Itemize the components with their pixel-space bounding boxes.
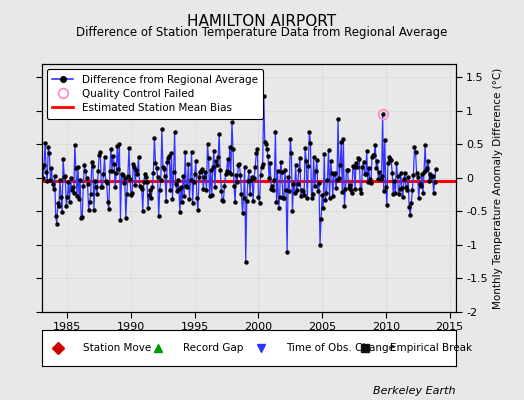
Text: Station Move: Station Move xyxy=(83,343,151,353)
Text: Difference of Station Temperature Data from Regional Average: Difference of Station Temperature Data f… xyxy=(77,26,447,39)
Y-axis label: Monthly Temperature Anomaly Difference (°C): Monthly Temperature Anomaly Difference (… xyxy=(494,67,504,309)
Text: Empirical Break: Empirical Break xyxy=(390,343,472,353)
Text: Record Gap: Record Gap xyxy=(183,343,243,353)
Legend: Difference from Regional Average, Quality Control Failed, Estimated Station Mean: Difference from Regional Average, Qualit… xyxy=(47,69,263,119)
Text: HAMILTON AIRPORT: HAMILTON AIRPORT xyxy=(188,14,336,29)
Text: Berkeley Earth: Berkeley Earth xyxy=(374,386,456,396)
Text: Time of Obs. Change: Time of Obs. Change xyxy=(286,343,395,353)
